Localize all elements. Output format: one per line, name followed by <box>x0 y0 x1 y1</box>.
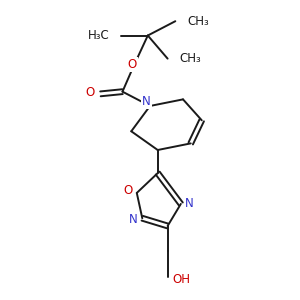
Text: O: O <box>123 184 132 197</box>
Text: N: N <box>185 197 194 210</box>
Text: OH: OH <box>172 273 190 286</box>
Text: CH₃: CH₃ <box>180 52 202 65</box>
Text: CH₃: CH₃ <box>188 15 209 28</box>
Text: O: O <box>86 86 95 99</box>
Text: N: N <box>129 213 138 226</box>
Text: O: O <box>128 58 137 70</box>
Text: N: N <box>142 95 151 108</box>
Text: H₃C: H₃C <box>88 29 109 42</box>
